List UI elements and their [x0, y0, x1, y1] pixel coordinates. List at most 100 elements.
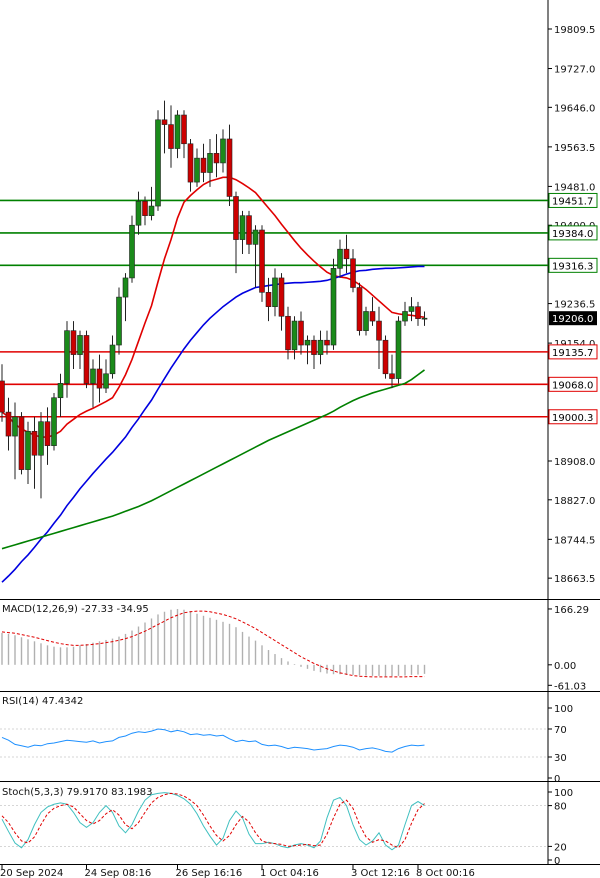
- time-tick-label: 20 Sep 2024: [0, 868, 63, 878]
- time-tick-label: 3 Oct 12:16: [351, 868, 410, 878]
- candle-body: [103, 373, 109, 389]
- candle-body: [174, 114, 181, 149]
- price-tick-label: 19646.0: [554, 103, 595, 114]
- moving-average-line: [1, 369, 425, 550]
- level-tag-box: [548, 344, 598, 360]
- candle-body: [324, 339, 330, 346]
- price-tick-label: 19236.5: [554, 300, 595, 311]
- candle-body: [207, 153, 213, 173]
- candle-body: [129, 224, 135, 279]
- candle-body: [194, 157, 200, 183]
- candle-body: [330, 268, 337, 346]
- candle-body: [83, 335, 90, 384]
- level-tag-label: 19316.3: [552, 261, 593, 272]
- macd-tick-label: 0.00: [554, 661, 576, 672]
- candle-body: [259, 229, 265, 293]
- candle-body: [213, 153, 220, 164]
- time-tick-label: 24 Sep 08:16: [85, 868, 152, 878]
- candle-body: [142, 200, 148, 216]
- candle-body: [350, 258, 356, 288]
- level-tag-label: 19451.7: [552, 196, 593, 207]
- macd-tick-label: -61.03: [554, 681, 586, 692]
- candle-body: [395, 320, 402, 379]
- price-tick-label: 19481.0: [554, 182, 595, 193]
- candle-body: [155, 119, 161, 207]
- candle-body: [135, 200, 142, 226]
- candle-body: [291, 320, 298, 351]
- price-axis: 19809.519727.019646.019563.519481.019400…: [548, 25, 598, 585]
- candle-body: [246, 215, 252, 245]
- candle-body: [220, 138, 226, 164]
- candle-body: [408, 306, 415, 312]
- macd-title: MACD(12,26,9) -27.33 -34.95: [2, 604, 149, 615]
- candle-body: [161, 119, 168, 125]
- candle-body: [239, 215, 246, 240]
- level-tag-label: 19000.3: [552, 413, 593, 424]
- candle-body: [109, 344, 116, 375]
- time-tick-label: 8 Oct 00:16: [416, 868, 475, 878]
- price-tick-label: 18827.0: [554, 496, 595, 507]
- macd-tick-label: 166.29: [554, 605, 589, 616]
- candle-body: [356, 287, 363, 331]
- candle-body: [382, 339, 389, 375]
- stoch-tick-label: 80: [554, 802, 567, 813]
- current-price-box: [549, 311, 597, 326]
- stoch-panel: 100 80 20 0: [0, 788, 573, 867]
- candle-body: [116, 296, 122, 346]
- macd-panel: 166.29 0.00 -61.03: [1, 605, 589, 692]
- price-tick-label: 18744.5: [554, 535, 595, 546]
- candle-body: [38, 421, 44, 456]
- candle-body: [25, 430, 31, 470]
- candle-body: [265, 292, 272, 307]
- candle-body: [18, 416, 25, 470]
- rsi-tick-label: 70: [554, 725, 567, 736]
- rsi-tick-label: 30: [554, 753, 567, 764]
- candle-body: [369, 311, 376, 322]
- candle-body: [402, 311, 408, 322]
- candle-body: [181, 114, 187, 145]
- candle-body: [51, 397, 57, 446]
- rsi-tick-label: 0: [554, 774, 560, 785]
- candle-body: [311, 339, 317, 355]
- candle-body: [363, 311, 369, 331]
- candle-body: [44, 421, 51, 446]
- level-tag-label: 19068.0: [552, 380, 593, 391]
- candle-body: [96, 368, 103, 389]
- price-tick-label: 19563.5: [554, 143, 595, 154]
- candle-body: [122, 277, 129, 298]
- current-price-label: 19206.0: [552, 314, 593, 325]
- rsi-tick-label: 100: [554, 704, 573, 715]
- candle-body: [57, 383, 64, 399]
- price-tick-label: 19727.0: [554, 65, 595, 76]
- candle-body: [200, 157, 207, 173]
- candle-body: [317, 339, 324, 355]
- level-tag-box: [548, 409, 598, 425]
- candle-body: [226, 138, 233, 197]
- price-tick-label: 18908.0: [554, 457, 595, 468]
- candle-body: [31, 430, 38, 456]
- candle-body: [285, 315, 291, 351]
- price-tick-label: 18663.5: [554, 574, 595, 585]
- rsi-panel: 100 70 30 0: [0, 704, 573, 785]
- level-tag-box: [548, 192, 598, 208]
- candle-body: [415, 306, 421, 319]
- candle-body: [376, 320, 382, 341]
- candle-body: [304, 339, 311, 346]
- macd-signal-line: [1, 610, 425, 678]
- candle-body: [233, 196, 239, 240]
- candle-body: [343, 248, 350, 260]
- stoch-tick-label: 20: [554, 842, 567, 853]
- candle-body: [0, 380, 5, 413]
- candle-body: [389, 373, 395, 379]
- rsi-title: RSI(14) 47.4342: [2, 696, 83, 707]
- stoch-title: Stoch(5,3,3) 79.9170 83.1983: [2, 787, 153, 798]
- candle-body: [187, 143, 194, 183]
- candle-body: [168, 124, 174, 149]
- stoch-k-line: [1, 792, 425, 851]
- level-tag-box: [548, 257, 598, 273]
- price-panel: [0, 100, 548, 583]
- candle-body: [5, 411, 12, 437]
- time-tick-label: 26 Sep 16:16: [176, 868, 243, 878]
- time-tick-label: 1 Oct 04:16: [260, 868, 319, 878]
